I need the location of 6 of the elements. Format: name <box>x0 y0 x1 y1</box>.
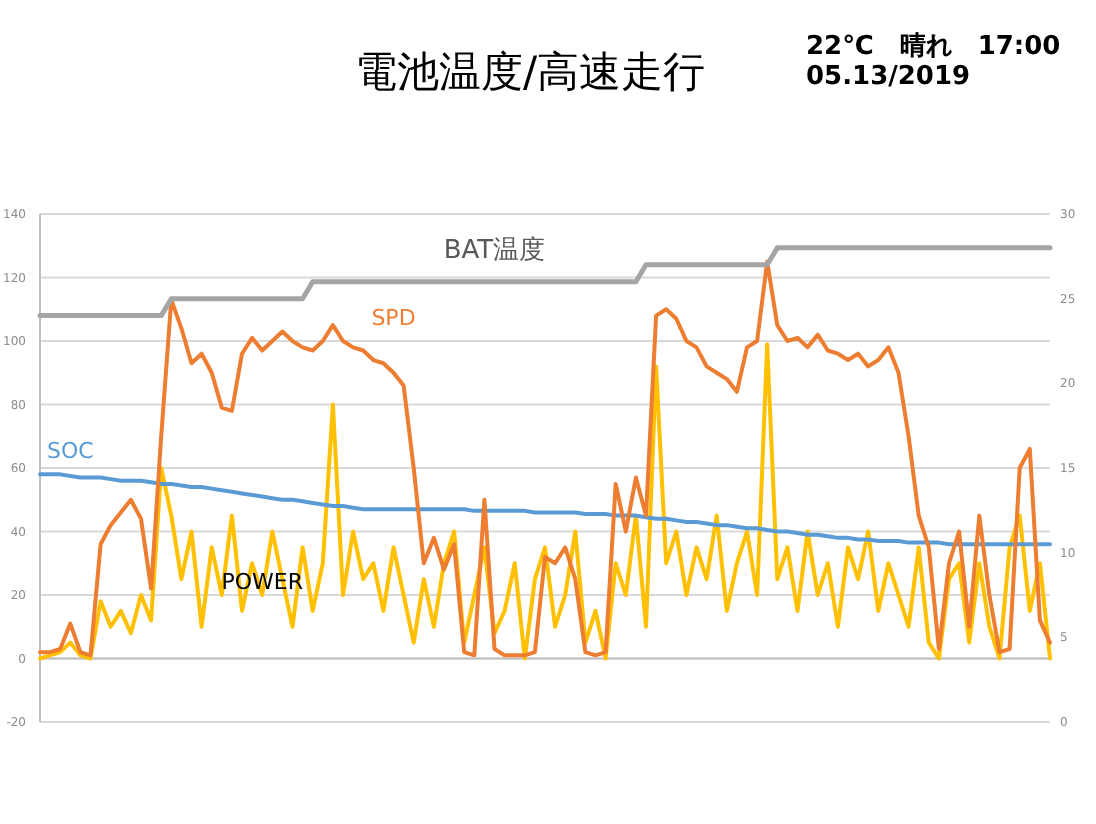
text: 05.13/2019 <box>806 62 971 92</box>
series-label: SOC <box>46 437 95 464</box>
text: 22℃ 晴れ 17:00 <box>806 32 1061 62</box>
chart-title: 電池温度/高速走行 <box>354 48 706 96</box>
series-label: SPD <box>371 304 416 331</box>
series-label: BAT温度 <box>443 233 546 266</box>
